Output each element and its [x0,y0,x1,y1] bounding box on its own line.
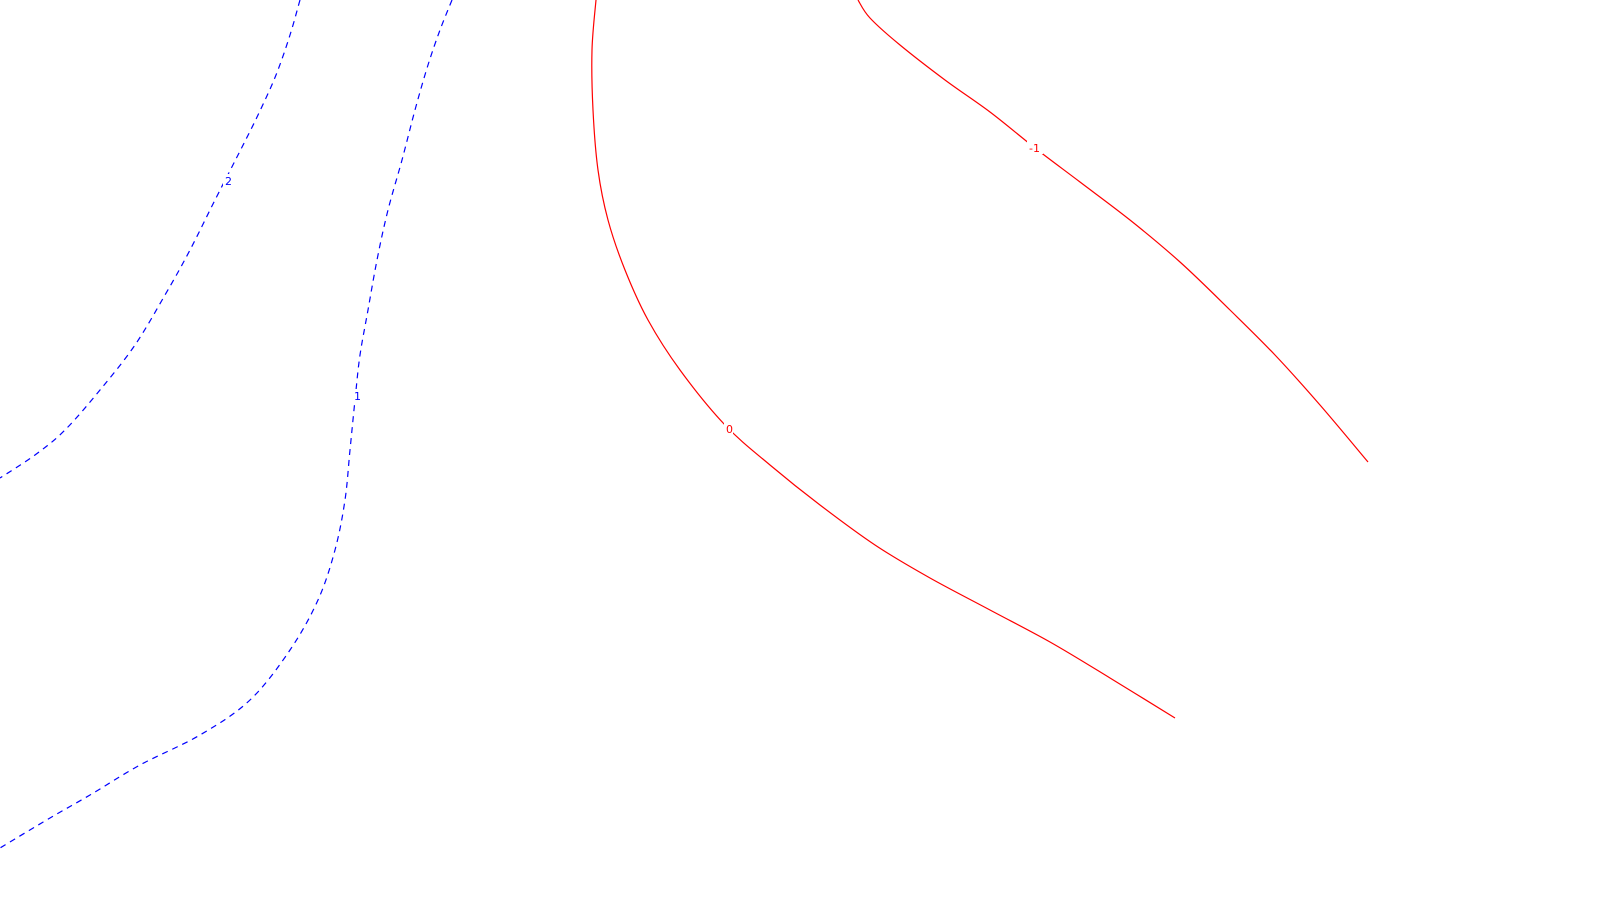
contour-line-level-minus-1 [857,0,1369,463]
contour-level-label: 0 [726,423,733,436]
contour-level-label: 1 [354,390,361,403]
contour-level-label: 2 [225,175,232,188]
contour-level-label: -1 [1029,142,1040,155]
contour-label-gap [724,422,733,435]
contour-label-gap [1027,141,1043,154]
contour-line-level-0 [591,0,1176,719]
contour-label-gap [352,389,361,402]
contour-line-level-1 [0,0,453,849]
contour-line-level-2 [0,0,301,479]
contour-label-gap [223,174,232,187]
contour-lines-group: 2 1 0 -1 [0,0,1369,849]
